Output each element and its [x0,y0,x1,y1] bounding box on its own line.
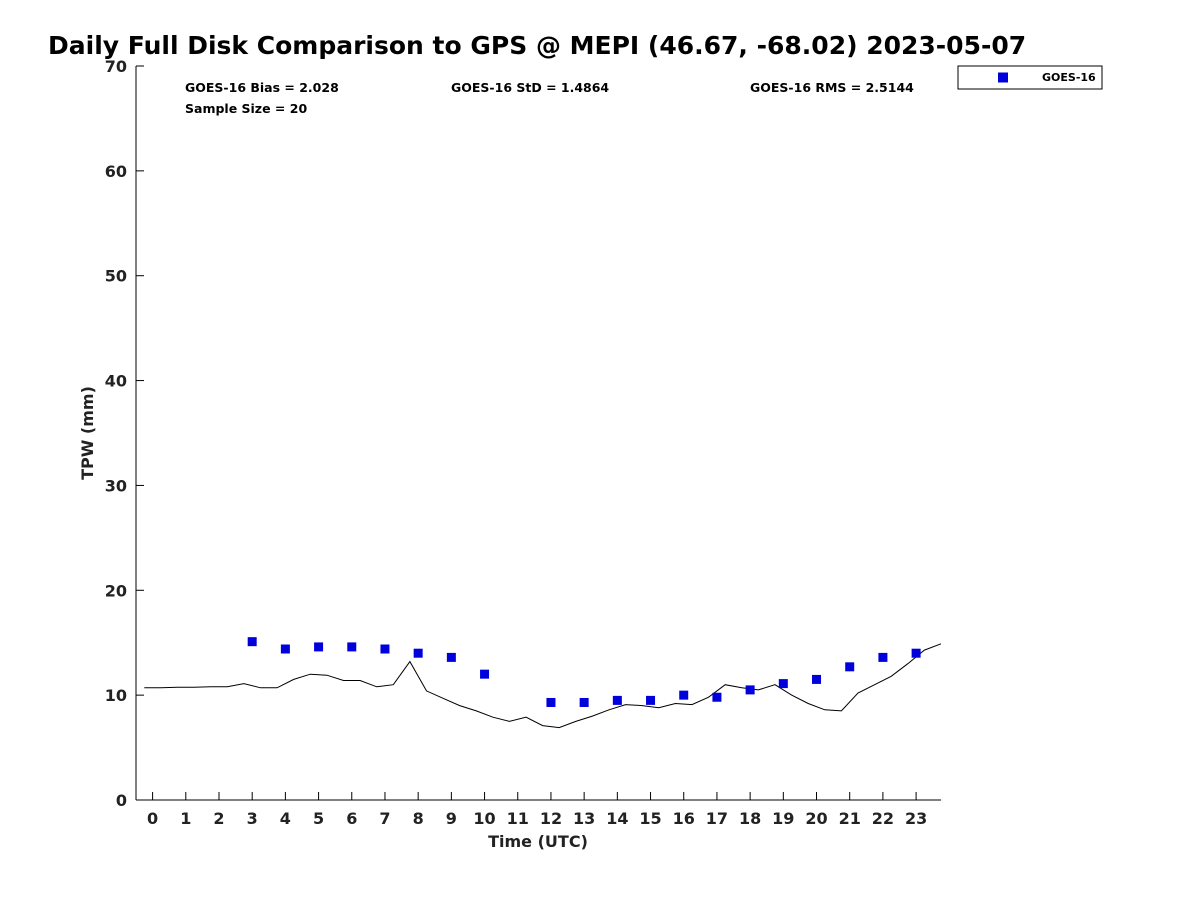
x-tick-label: 8 [413,809,424,828]
x-tick-label: 5 [313,809,324,828]
stat-rms: GOES-16 RMS = 2.5144 [750,80,914,95]
x-tick-label: 14 [606,809,628,828]
x-tick-label: 16 [673,809,695,828]
stat-std: GOES-16 StD = 1.4864 [451,80,609,95]
x-tick-label: 10 [473,809,495,828]
x-tick-label: 17 [706,809,728,828]
y-tick-label: 70 [105,57,127,76]
x-axis-label: Time (UTC) [488,832,588,851]
goes16-point [413,648,423,658]
goes16-point [347,642,357,652]
plot-axes [135,66,941,801]
stat-sample-size: Sample Size = 20 [185,101,307,116]
x-tick-label: 22 [872,809,894,828]
x-tick-label: 23 [905,809,927,828]
goes16-point [380,644,390,654]
legend-box [957,65,1103,90]
legend-label-goes16: GOES-16 [1042,71,1096,84]
y-tick-label: 10 [105,686,127,705]
x-tick-label: 19 [772,809,794,828]
goes16-point [646,695,656,705]
x-tick-label: 21 [839,809,861,828]
goes16-point [446,652,456,662]
y-tick-label: 0 [116,791,127,810]
x-tick-label: 3 [247,809,258,828]
y-tick-label: 40 [105,372,127,391]
x-tick-label: 7 [379,809,390,828]
x-tick-label: 20 [805,809,827,828]
y-tick-label: 60 [105,162,127,181]
goes16-scatter-series [247,637,921,707]
goes16-point [712,692,722,702]
goes16-point [745,685,755,695]
stat-bias: GOES-16 Bias = 2.028 [185,80,339,95]
y-tick-label: 50 [105,267,127,286]
y-axis: 0 10 20 30 40 50 60 70 [105,57,144,810]
y-axis-label: TPW (mm) [78,386,97,480]
x-tick-label: 18 [739,809,761,828]
x-tick-label: 2 [213,809,224,828]
goes16-point [778,679,788,689]
goes16-point [480,669,490,679]
goes16-point [579,697,589,707]
x-tick-label: 0 [147,809,158,828]
goes16-point [812,674,822,684]
x-tick-label: 1 [180,809,191,828]
goes16-point [280,644,290,654]
x-tick-label: 12 [540,809,562,828]
x-tick-label: 13 [573,809,595,828]
x-axis: 0 1 2 3 4 5 6 7 8 9 10 11 12 13 14 15 16 17 18 19 20 21 22 23 [147,792,927,828]
goes16-point [878,652,888,662]
gps-line [144,643,942,729]
chart-title: Daily Full Disk Comparison to GPS @ MEPI… [48,31,1026,60]
legend-marker-goes16 [998,72,1008,83]
goes16-point [612,695,622,705]
goes16-point [546,697,556,707]
x-tick-label: 4 [280,809,291,828]
y-tick-label: 30 [105,476,127,495]
legend: GOES-16 [957,65,1103,90]
x-tick-label: 15 [639,809,661,828]
x-tick-label: 9 [446,809,457,828]
goes16-point [247,637,257,647]
goes16-point [314,642,324,652]
gps-line-series [144,643,942,729]
x-tick-label: 6 [346,809,357,828]
y-tick-label: 20 [105,581,127,600]
x-tick-label: 11 [507,809,529,828]
goes16-point [845,662,855,672]
goes16-point [911,648,921,658]
goes16-point [679,690,689,700]
